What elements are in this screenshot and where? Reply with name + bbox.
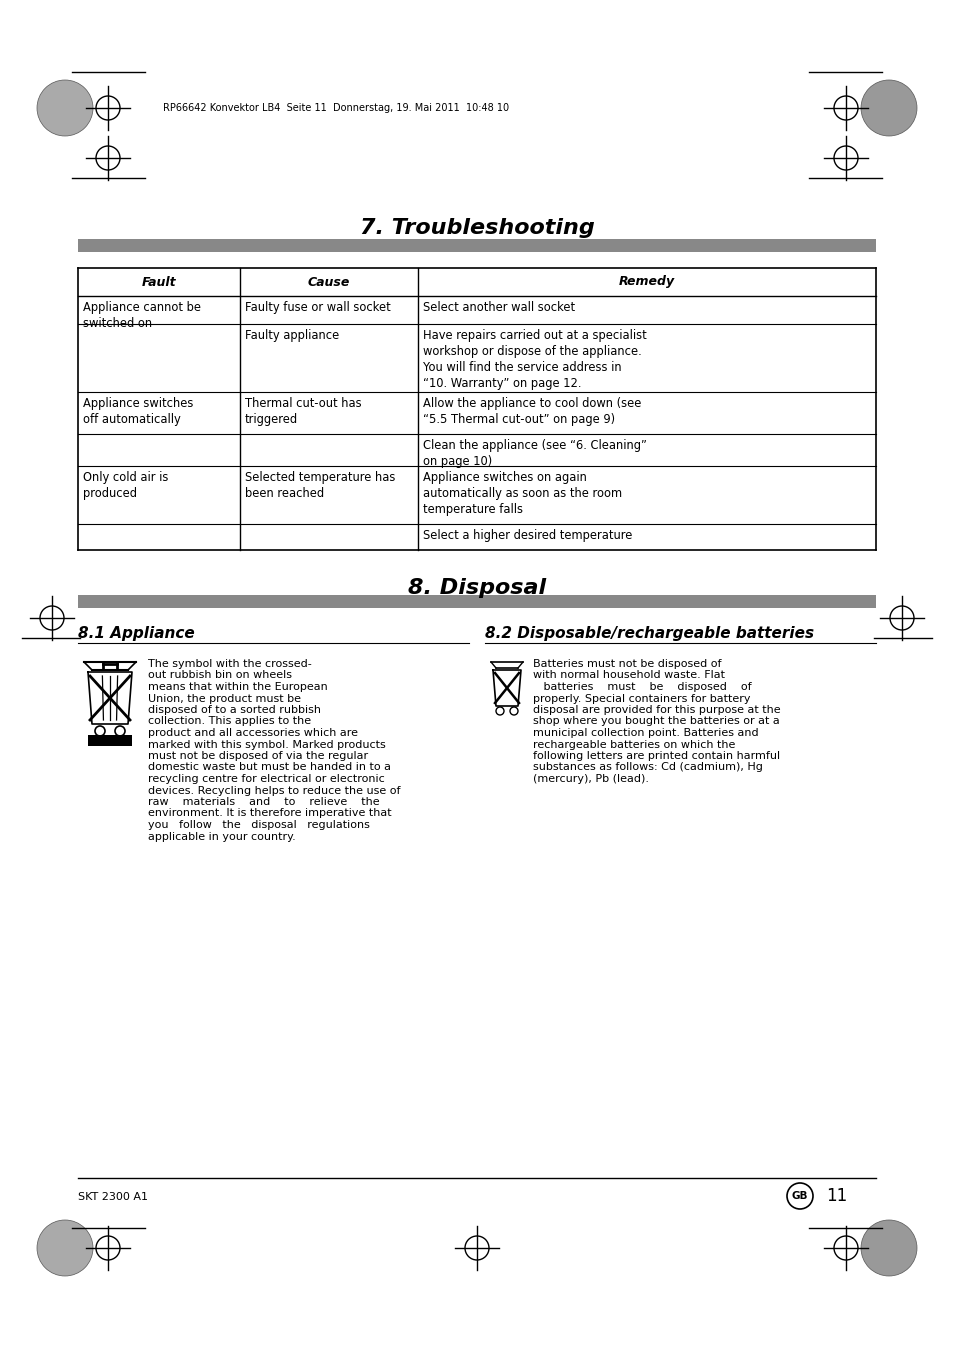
Text: applicable in your country.: applicable in your country.: [148, 831, 295, 842]
Text: marked with this symbol. Marked products: marked with this symbol. Marked products: [148, 739, 385, 750]
Text: 11: 11: [825, 1188, 846, 1205]
Text: Appliance switches
off automatically: Appliance switches off automatically: [83, 397, 193, 426]
Text: devices. Recycling helps to reduce the use of: devices. Recycling helps to reduce the u…: [148, 785, 400, 796]
Bar: [88, 735, 132, 746]
Text: domestic waste but must be handed in to a: domestic waste but must be handed in to …: [148, 762, 391, 773]
Circle shape: [861, 80, 916, 136]
Text: (mercury), Pb (lead).: (mercury), Pb (lead).: [533, 774, 648, 784]
Bar: [78, 239, 875, 253]
Text: Batteries must not be disposed of: Batteries must not be disposed of: [533, 659, 720, 669]
Text: RP66642 Konvektor LB4  Seite 11  Donnerstag, 19. Mai 2011  10:48 10: RP66642 Konvektor LB4 Seite 11 Donnersta…: [163, 103, 509, 113]
Text: rechargeable batteries on which the: rechargeable batteries on which the: [533, 739, 735, 750]
Text: raw    materials    and    to    relieve    the: raw materials and to relieve the: [148, 797, 379, 807]
Text: Remedy: Remedy: [618, 276, 675, 289]
Text: GB: GB: [791, 1192, 807, 1201]
Text: The symbol with the crossed-: The symbol with the crossed-: [148, 659, 312, 669]
Text: Cause: Cause: [308, 276, 350, 289]
Text: Clean the appliance (see “6. Cleaning”
on page 10): Clean the appliance (see “6. Cleaning” o…: [422, 439, 646, 467]
Text: substances as follows: Cd (cadmium), Hg: substances as follows: Cd (cadmium), Hg: [533, 762, 762, 773]
Bar: [78, 594, 875, 608]
Text: Faulty fuse or wall socket: Faulty fuse or wall socket: [245, 301, 391, 313]
Text: Selected temperature has
been reached: Selected temperature has been reached: [245, 471, 395, 500]
Circle shape: [861, 1220, 916, 1275]
Text: environment. It is therefore imperative that: environment. It is therefore imperative …: [148, 808, 392, 819]
Text: SKT 2300 A1: SKT 2300 A1: [78, 1192, 148, 1202]
Circle shape: [37, 1220, 92, 1275]
Text: Appliance cannot be
switched on: Appliance cannot be switched on: [83, 301, 201, 330]
Circle shape: [37, 80, 92, 136]
Text: product and all accessories which are: product and all accessories which are: [148, 728, 357, 738]
Text: disposal are provided for this purpose at the: disposal are provided for this purpose a…: [533, 705, 780, 715]
Text: Appliance switches on again
automatically as soon as the room
temperature falls: Appliance switches on again automaticall…: [422, 471, 621, 516]
Text: disposed of to a sorted rubbish: disposed of to a sorted rubbish: [148, 705, 320, 715]
Text: Union, the product must be: Union, the product must be: [148, 693, 301, 704]
Text: Have repairs carried out at a specialist
workshop or dispose of the appliance.
Y: Have repairs carried out at a specialist…: [422, 330, 646, 390]
Text: out rubbish bin on wheels: out rubbish bin on wheels: [148, 670, 292, 681]
Text: Select a higher desired temperature: Select a higher desired temperature: [422, 530, 632, 542]
Text: properly. Special containers for battery: properly. Special containers for battery: [533, 693, 750, 704]
Text: means that within the European: means that within the European: [148, 682, 328, 692]
Text: shop where you bought the batteries or at a: shop where you bought the batteries or a…: [533, 716, 779, 727]
Text: Select another wall socket: Select another wall socket: [422, 301, 575, 313]
Text: Allow the appliance to cool down (see
“5.5 Thermal cut-out” on page 9): Allow the appliance to cool down (see “5…: [422, 397, 640, 426]
Text: 8.2 Disposable/rechargeable batteries: 8.2 Disposable/rechargeable batteries: [484, 626, 813, 640]
Text: collection. This applies to the: collection. This applies to the: [148, 716, 311, 727]
Text: with normal household waste. Flat: with normal household waste. Flat: [533, 670, 724, 681]
Text: Faulty appliance: Faulty appliance: [245, 330, 339, 342]
Text: 8.1 Appliance: 8.1 Appliance: [78, 626, 194, 640]
Text: 8. Disposal: 8. Disposal: [408, 578, 545, 598]
Text: municipal collection point. Batteries and: municipal collection point. Batteries an…: [533, 728, 758, 738]
Text: following letters are printed contain harmful: following letters are printed contain ha…: [533, 751, 780, 761]
Text: 7. Troubleshooting: 7. Troubleshooting: [359, 218, 594, 238]
Text: Fault: Fault: [142, 276, 176, 289]
Text: must not be disposed of via the regular: must not be disposed of via the regular: [148, 751, 368, 761]
Text: batteries    must    be    disposed    of: batteries must be disposed of: [533, 682, 751, 692]
Text: you   follow   the   disposal   regulations: you follow the disposal regulations: [148, 820, 370, 830]
Text: Thermal cut-out has
triggered: Thermal cut-out has triggered: [245, 397, 361, 426]
Text: recycling centre for electrical or electronic: recycling centre for electrical or elect…: [148, 774, 384, 784]
Text: Only cold air is
produced: Only cold air is produced: [83, 471, 168, 500]
